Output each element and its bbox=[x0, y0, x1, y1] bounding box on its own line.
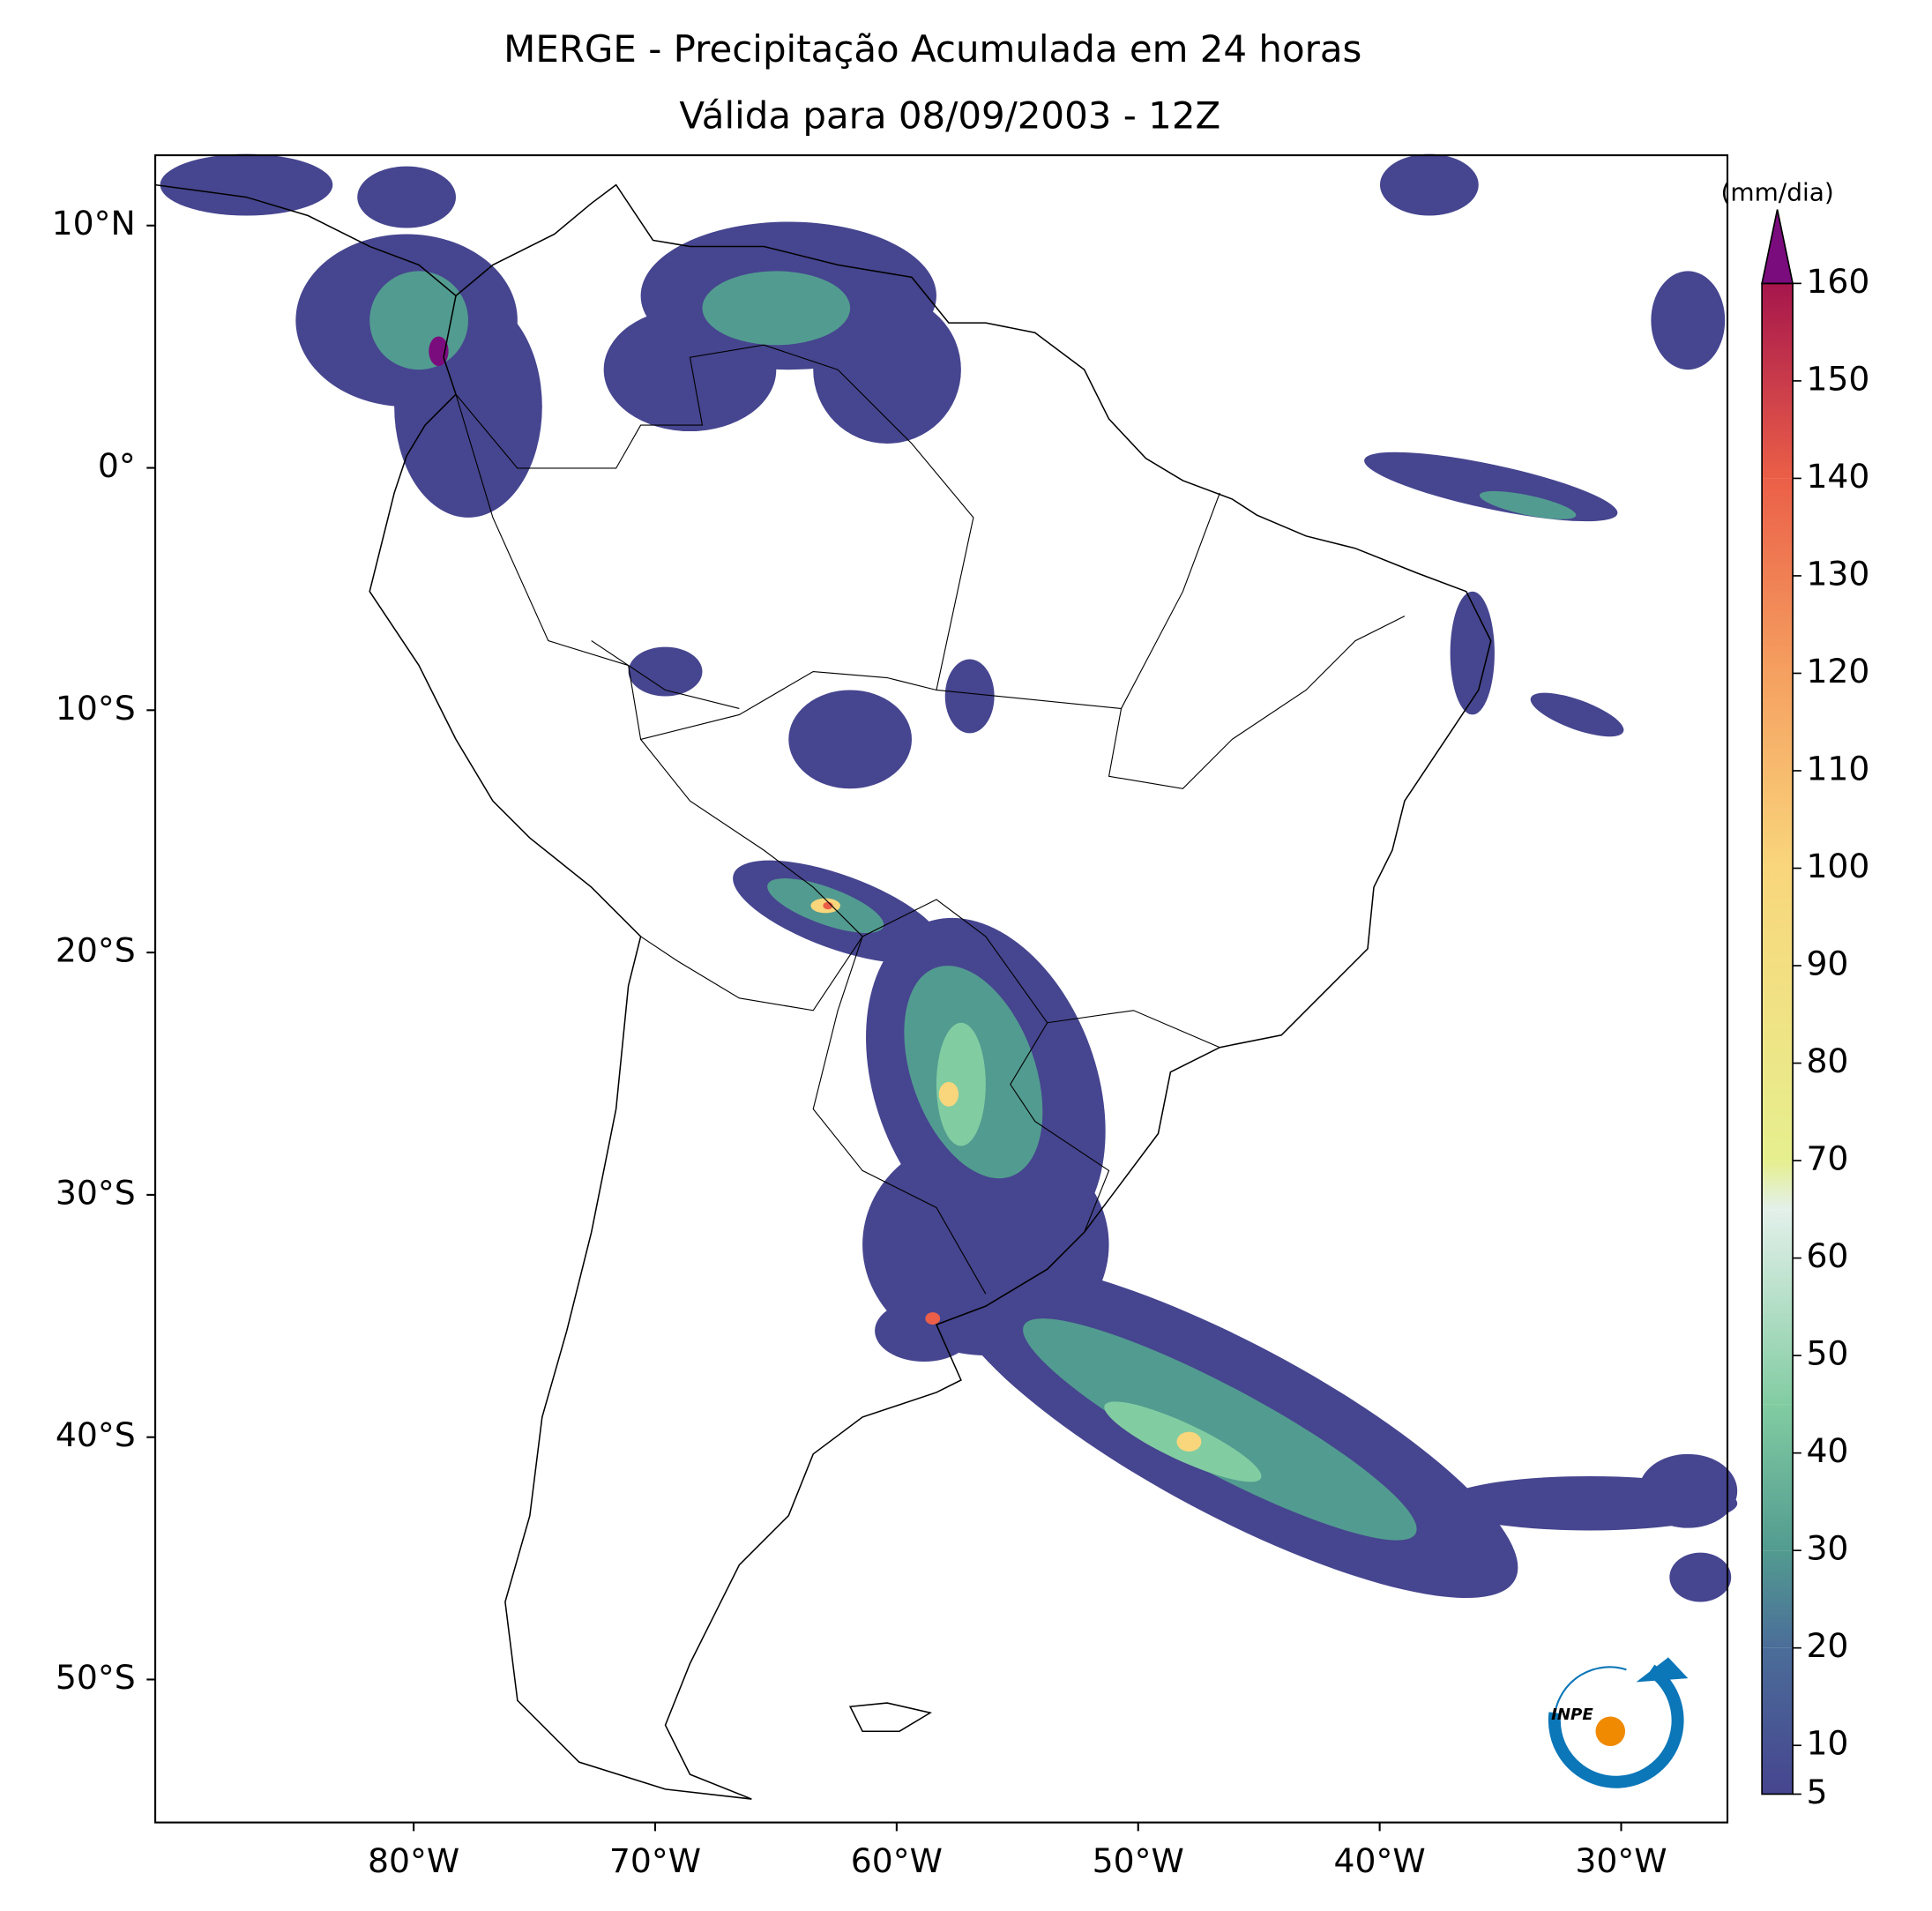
colorbar-tick-label: 150 bbox=[1806, 359, 1869, 398]
map-frame bbox=[154, 154, 1729, 1824]
y-tick-label: 0° bbox=[98, 446, 136, 485]
colorbar-tick-label: 130 bbox=[1806, 554, 1869, 593]
colorbar-tick-label: 80 bbox=[1806, 1041, 1848, 1080]
country-borders bbox=[455, 344, 1406, 1295]
x-tick-label: 70°W bbox=[609, 1841, 701, 1880]
title: MERGE - Precipitação Acumulada em 24 hor… bbox=[504, 27, 1361, 71]
colorbar-tick-label: 100 bbox=[1806, 847, 1869, 885]
colorbar-band bbox=[1762, 673, 1794, 869]
logo: INPE bbox=[1548, 1657, 1689, 1788]
logo-text: INPE bbox=[1551, 1706, 1593, 1724]
colorbar-tick-label: 5 bbox=[1806, 1773, 1827, 1811]
x-tick-label: 60°W bbox=[851, 1841, 943, 1880]
colorbar-band bbox=[1762, 283, 1794, 479]
y-tick-label: 30°S bbox=[56, 1173, 136, 1212]
colorbar-tick-label: 160 bbox=[1806, 262, 1869, 301]
colorbar-band bbox=[1762, 1550, 1794, 1648]
figure: MERGE - Precipitação Acumulada em 24 hor… bbox=[52, 27, 1870, 1880]
subtitle: Válida para 08/09/2003 - 12Z bbox=[679, 94, 1220, 138]
x-tick-label: 40°W bbox=[1334, 1841, 1426, 1880]
x-tick-label: 50°W bbox=[1093, 1841, 1184, 1880]
colorbar-tick-label: 50 bbox=[1806, 1334, 1848, 1373]
colorbar-tick-label: 70 bbox=[1806, 1139, 1848, 1178]
y-tick-label: 10°N bbox=[52, 204, 136, 243]
colorbar-tick-label: 90 bbox=[1806, 944, 1848, 983]
colorbar-tick-label: 20 bbox=[1806, 1626, 1848, 1665]
colorbar-tick-label: 140 bbox=[1806, 457, 1869, 496]
colorbar-tick-label: 60 bbox=[1806, 1236, 1848, 1275]
colorbar-tick-label: 30 bbox=[1806, 1529, 1848, 1568]
colorbar-band bbox=[1762, 1209, 1794, 1405]
colorbar-label: (mm/dia) bbox=[1720, 177, 1833, 206]
colorbar-tick-label: 110 bbox=[1806, 749, 1869, 788]
colorbar-tick-label: 10 bbox=[1806, 1724, 1848, 1763]
colorbar-band bbox=[1762, 868, 1794, 1161]
precipitation bbox=[160, 153, 1738, 1602]
colorbar-band bbox=[1762, 1404, 1794, 1551]
colorbar: 5 10 20 30 40 50 60 70 80 90 100 110 120 130 140 150 160… bbox=[1720, 177, 1869, 1811]
y-tick-label: 40°S bbox=[56, 1415, 136, 1454]
colorbar-tick-label: 120 bbox=[1806, 652, 1869, 690]
colorbar-extend bbox=[1761, 209, 1794, 285]
coastline bbox=[154, 183, 1492, 1800]
colorbar-band bbox=[1762, 1161, 1794, 1210]
x-tick-label: 80°W bbox=[368, 1841, 459, 1880]
y-tick-label: 10°S bbox=[56, 689, 136, 728]
y-tick-label: 20°S bbox=[56, 931, 136, 970]
colorbar-band bbox=[1762, 478, 1794, 674]
y-tick-label: 50°S bbox=[56, 1658, 136, 1697]
x-tick-label: 30°W bbox=[1575, 1841, 1667, 1880]
colorbar-frame bbox=[1761, 282, 1794, 1795]
colorbar-band bbox=[1762, 1647, 1794, 1795]
colorbar-tick-label: 40 bbox=[1806, 1431, 1848, 1470]
